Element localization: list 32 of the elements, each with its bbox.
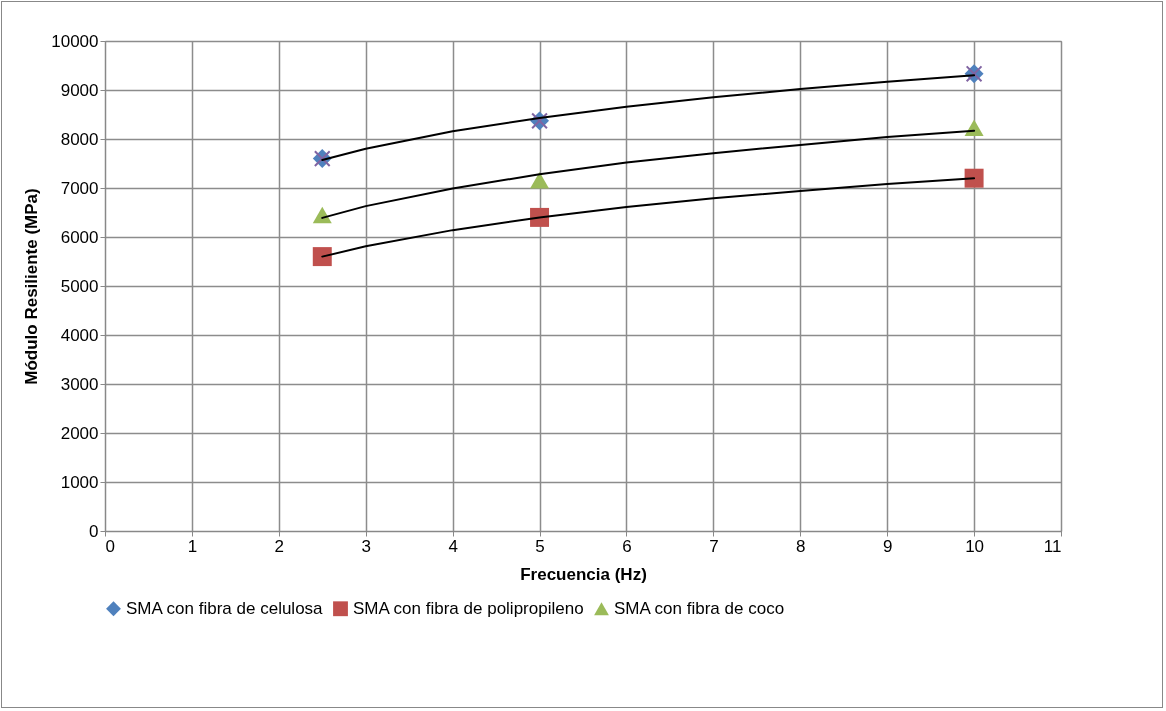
point — [964, 168, 984, 188]
y-tick-label: 7000 — [60, 178, 99, 198]
y-tick-label: 8000 — [60, 129, 99, 149]
x-tick-label: 7 — [709, 536, 719, 556]
point — [312, 247, 332, 267]
x-tick-label: 0 — [105, 536, 115, 556]
y-tick-label: 9000 — [60, 80, 99, 100]
x-tick-label: 5 — [535, 536, 545, 556]
x-tick-label: 3 — [361, 536, 371, 556]
x-tick-label: 6 — [622, 536, 632, 556]
x-tick-label: 2 — [274, 536, 285, 556]
x-tick-label: 1 — [187, 536, 198, 556]
x-tick-label: 10 — [965, 536, 985, 556]
x-axis-title: Frecuencia (Hz) — [520, 564, 647, 584]
y-tick-label: 2000 — [60, 423, 99, 443]
point — [530, 171, 550, 189]
y-tick-label: 4000 — [60, 325, 99, 345]
legend-label: SMA con fibra de polipropileno — [353, 598, 584, 618]
point — [964, 119, 984, 136]
x-tick-label: 9 — [882, 536, 893, 556]
x-tick-label: 4 — [448, 536, 458, 556]
legend-label: SMA con fibra de coco — [614, 598, 785, 618]
y-axis-title: Módulo Resiliente (MPa) — [22, 188, 42, 385]
y-tick-label: 10000 — [51, 31, 99, 51]
x-tick-label: 8 — [796, 536, 806, 556]
x-tick-label: 11 — [1043, 536, 1062, 556]
y-tick-label: 1000 — [60, 472, 99, 492]
y-tick-label: 0 — [89, 521, 99, 541]
y-tick-label: 3000 — [60, 374, 99, 394]
y-tick-label: 5000 — [60, 276, 99, 296]
y-tick-label: 6000 — [60, 227, 99, 247]
legend-label: SMA con fibra de celulosa — [126, 598, 324, 618]
